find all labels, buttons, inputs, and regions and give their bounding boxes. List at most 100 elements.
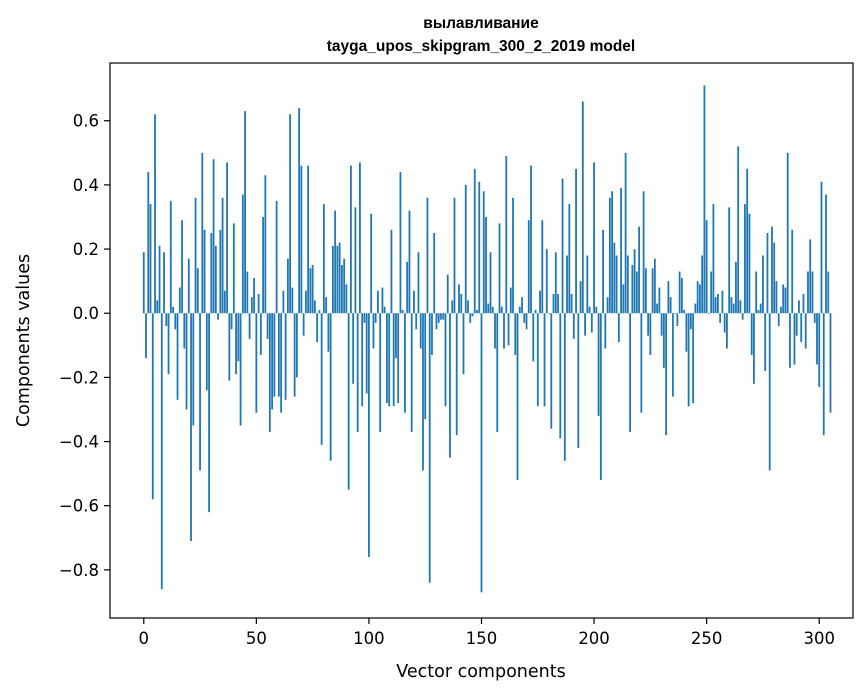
bar-28 [205,313,208,391]
bar-144 [467,300,469,314]
bar-259 [726,313,728,349]
bar-268 [746,168,749,314]
bar-185 [559,313,562,439]
bar-194 [579,281,582,314]
bar-212 [620,188,622,314]
bar-98 [363,313,366,323]
bar-242 [687,313,690,407]
bar-239 [680,277,683,314]
bar-228 [656,303,659,314]
bar-108 [386,313,388,404]
bar-15 [176,313,179,400]
bar-262 [732,303,735,314]
bar-64 [286,258,289,314]
bar-133 [442,313,445,320]
bar-207 [608,197,611,314]
bar-129 [433,233,436,314]
bar-252 [710,271,713,314]
bar-190 [570,293,573,314]
bar-266 [741,313,744,320]
bar-6 [156,300,159,314]
bar-31 [212,159,215,314]
bar-245 [694,303,697,314]
bar-151 [482,191,485,314]
bar-113 [397,313,400,404]
bar-145 [469,313,472,323]
bar-202 [597,313,600,416]
bar-54 [264,175,267,314]
bar-152 [485,216,487,314]
bar-149 [478,181,481,314]
bar-39 [230,313,233,330]
bar-82 [327,313,330,352]
bar-267 [744,204,746,314]
bar-165 [514,313,517,355]
bar-97 [361,313,364,407]
bar-294 [804,313,807,349]
bar-181 [550,313,553,429]
bar-265 [739,300,742,314]
plot-frame [109,62,854,619]
bar-8 [160,313,163,590]
bar-77 [316,313,319,343]
bar-283 [780,306,782,314]
bar-122 [417,252,420,314]
bar-90 [345,284,348,314]
bar-120 [413,290,415,314]
chart-title: вылавливание [423,15,539,32]
bar-171 [527,220,530,314]
bar-59 [275,200,278,314]
bar-161 [505,156,508,314]
bar-216 [629,313,631,432]
y-axis-label: Components values [14,254,34,427]
bar-164 [512,197,514,314]
bar-154 [489,252,492,314]
bar-132 [440,313,442,320]
bar-92 [350,165,352,314]
bar-107 [383,306,386,314]
bar-105 [379,313,382,432]
bar-0 [142,252,145,314]
bar-157 [496,313,499,432]
bar-274 [759,303,762,314]
bar-118 [408,210,411,314]
y-tick-label: −0.2 [59,368,99,387]
bar-23 [194,197,197,314]
x-tick-label: 250 [691,629,723,648]
bar-184 [557,293,559,314]
bar-44 [241,194,244,314]
bar-80 [322,204,325,314]
bar-193 [577,313,580,448]
bar-150 [480,313,483,593]
bar-237 [676,313,679,327]
bar-226 [651,268,654,314]
bar-139 [455,313,458,436]
bar-178 [543,313,546,407]
bar-100 [368,313,370,558]
bar-49 [253,277,255,314]
bar-99 [365,313,368,394]
bar-301 [820,181,823,314]
bar-137 [451,300,454,314]
bar-270 [750,313,753,355]
bar-204 [602,229,604,314]
bar-116 [404,313,406,413]
bar-174 [534,310,537,314]
bar-179 [545,249,548,314]
bar-225 [649,313,652,355]
bar-52 [259,313,262,355]
bar-147 [473,168,476,314]
bar-183 [554,252,557,314]
bar-238 [678,271,681,314]
bar-221 [640,313,643,413]
bar-109 [388,313,391,407]
bar-74 [309,268,312,314]
y-tick-label: −0.4 [59,433,99,452]
x-tick-label: 150 [466,629,498,648]
bar-241 [685,313,688,352]
bar-71 [302,313,305,336]
y-tick-label: −0.8 [59,561,99,580]
bar-111 [392,313,395,407]
bar-285 [784,287,787,314]
